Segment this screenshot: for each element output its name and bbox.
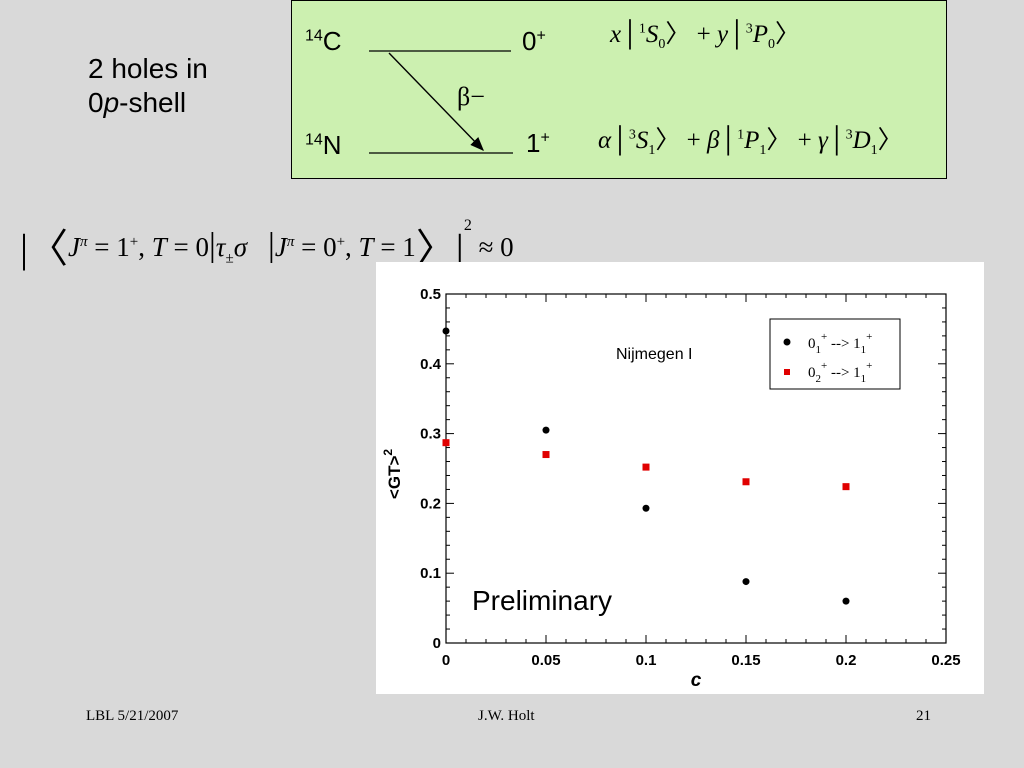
y-tick-label: 0 <box>433 635 441 652</box>
data-point-series-2 <box>642 463 650 471</box>
preliminary-watermark: Preliminary <box>472 585 612 616</box>
gt-plot-panel: 0 0.05 0.1 0.15 0.2 0.25 0 0.1 0.2 0.3 0.4 0.5 Nijm… <box>376 262 984 694</box>
x-tick-label: 0.05 <box>531 652 560 669</box>
y-tick-label: 0.4 <box>420 356 442 373</box>
decay-diagram-box <box>291 0 947 179</box>
y-axis-label: <GT>2 <box>381 449 404 499</box>
x-tick-label: 0.1 <box>636 652 657 669</box>
data-point-series-2 <box>842 483 850 491</box>
data-point-series-1 <box>442 327 450 335</box>
legend: 01+ --> 11+ 02+ --> 11+ <box>769 318 901 390</box>
level-lines-svg <box>369 50 513 154</box>
state-0-plus: 0+ <box>522 26 546 56</box>
footer-author: J.W. Holt <box>478 708 535 724</box>
x-tick-label: 0.2 <box>836 652 857 669</box>
legend-marker-series-1 <box>783 338 791 346</box>
beta-minus-label: β− <box>457 82 485 111</box>
n14-wavefunction: α│3S1〉 + β│1P1〉 + γ│3D1〉 <box>598 127 903 158</box>
shell-line-1: 2 holes in <box>88 53 208 84</box>
data-point-series-1 <box>542 426 550 434</box>
x-axis-label: c <box>691 670 702 691</box>
shell-description: 2 holes in 0p-shell <box>88 52 208 120</box>
plot-marks <box>442 327 850 605</box>
plot-axes: 0 0.05 0.1 0.15 0.2 0.25 0 0.1 0.2 0.3 0.4 0.5 <box>420 286 960 669</box>
model-label: Nijmegen I <box>616 346 692 363</box>
shell-line-2: 0p-shell <box>88 87 187 118</box>
plot-frame <box>445 293 947 644</box>
data-point-series-2 <box>542 451 550 459</box>
x-tick-label: 0.15 <box>731 652 760 669</box>
data-point-series-2 <box>742 478 750 486</box>
x-tick-label: 0 <box>442 652 450 669</box>
data-point-series-1 <box>742 578 750 586</box>
data-point-series-1 <box>842 597 850 605</box>
x-tick-label: 0.25 <box>931 652 960 669</box>
c14-wavefunction: x│1S0〉 + y│3P0〉 <box>610 21 801 52</box>
legend-box <box>769 318 901 390</box>
data-point-series-2 <box>442 439 450 447</box>
data-point-series-1 <box>642 504 650 512</box>
legend-label-series-2: 02+ --> 11+ <box>808 360 872 385</box>
footer-date: LBL 5/21/2007 <box>86 708 179 724</box>
y-tick-label: 0.1 <box>420 565 441 582</box>
gt-plot: 0 0.05 0.1 0.15 0.2 0.25 0 0.1 0.2 0.3 0.4 0.5 Nijm… <box>381 286 961 691</box>
footer-page-number: 21 <box>916 708 931 724</box>
y-tick-label: 0.2 <box>420 495 441 512</box>
y-tick-label: 0.5 <box>420 286 441 303</box>
gt-matrix-element-formula: |〈Jπ = 1+, T = 0|τ±σ⃗|Jπ = 0+, T = 1〉|2 … <box>20 217 514 272</box>
legend-marker-series-2 <box>784 369 790 375</box>
y-tick-label: 0.3 <box>420 426 441 443</box>
decay-arrow <box>388 52 484 152</box>
nucleus-carbon-14: 14C <box>305 26 342 56</box>
state-1-plus: 1+ <box>526 128 550 158</box>
nucleus-nitrogen-14: 14N <box>305 130 342 160</box>
